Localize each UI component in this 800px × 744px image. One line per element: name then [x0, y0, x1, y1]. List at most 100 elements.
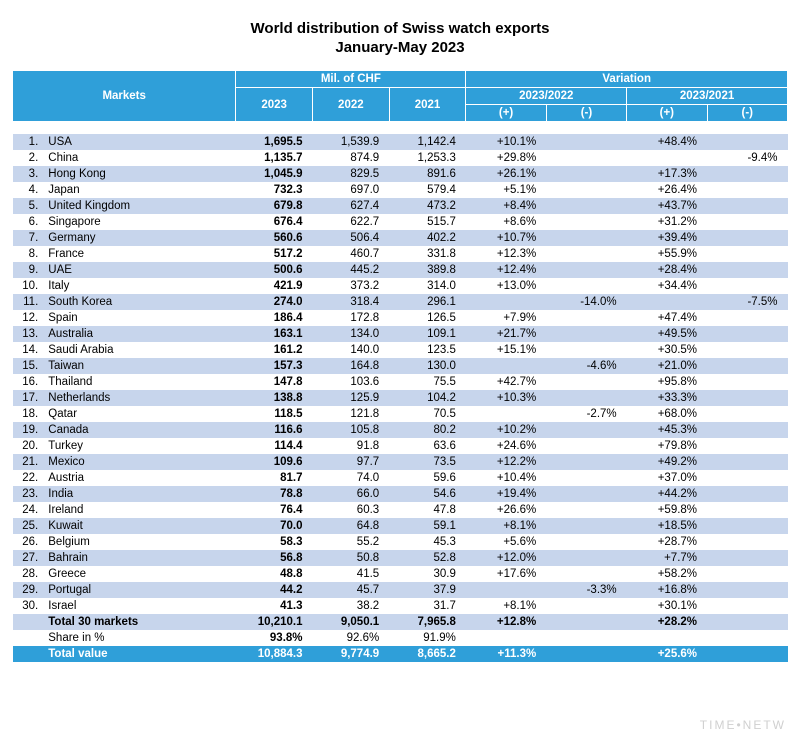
cell-v2022: 55.2: [313, 534, 390, 550]
cell-d21p: +44.2%: [627, 486, 707, 502]
cell-v2021: 30.9: [389, 566, 466, 582]
cell-market: Total 30 markets: [42, 614, 236, 630]
cell-v2021: 314.0: [389, 278, 466, 294]
cell-market: Mexico: [42, 454, 236, 470]
cell-market: Kuwait: [42, 518, 236, 534]
cell-market: Bahrain: [42, 550, 236, 566]
cell-v2023: 157.3: [236, 358, 313, 374]
cell-d22n: [546, 182, 626, 198]
table-row: 14.Saudi Arabia161.2140.0123.5+15.1%+30.…: [13, 342, 788, 358]
cell-d22n: [546, 486, 626, 502]
cell-d22p: +10.1%: [466, 134, 546, 150]
cell-v2021: 59.1: [389, 518, 466, 534]
cell-d22p: +12.8%: [466, 614, 546, 630]
cell-d22p: +7.9%: [466, 310, 546, 326]
cell-rank: 21.: [13, 454, 43, 470]
cell-rank: 22.: [13, 470, 43, 486]
cell-v2022: 134.0: [313, 326, 390, 342]
cell-rank: 10.: [13, 278, 43, 294]
cell-d21n: [707, 518, 787, 534]
cell-v2023: 274.0: [236, 294, 313, 310]
hdr-milchf: Mil. of CHF: [236, 71, 466, 88]
cell-v2022: 121.8: [313, 406, 390, 422]
cell-market: Canada: [42, 422, 236, 438]
cell-v2021: 331.8: [389, 246, 466, 262]
cell-rank: 15.: [13, 358, 43, 374]
table-row: 22.Austria81.774.059.6+10.4%+37.0%: [13, 470, 788, 486]
cell-d21p: [627, 630, 707, 646]
cell-d21p: +49.2%: [627, 454, 707, 470]
cell-d22p: +10.7%: [466, 230, 546, 246]
table-row: Share in %93.8%92.6%91.9%: [13, 630, 788, 646]
cell-d21p: +28.2%: [627, 614, 707, 630]
cell-rank: 20.: [13, 438, 43, 454]
cell-d22n: [546, 534, 626, 550]
cell-d22n: [546, 438, 626, 454]
cell-d21p: +28.4%: [627, 262, 707, 278]
cell-d21p: [627, 294, 707, 310]
cell-v2021: 70.5: [389, 406, 466, 422]
cell-v2023: 10,884.3: [236, 646, 313, 662]
cell-d21n: [707, 614, 787, 630]
hdr-2021: 2021: [389, 88, 466, 122]
cell-v2021: 59.6: [389, 470, 466, 486]
cell-market: Share in %: [42, 630, 236, 646]
cell-v2023: 76.4: [236, 502, 313, 518]
table-row: 7.Germany560.6506.4402.2+10.7%+39.4%: [13, 230, 788, 246]
cell-v2022: 97.7: [313, 454, 390, 470]
cell-v2023: 118.5: [236, 406, 313, 422]
cell-v2023: 138.8: [236, 390, 313, 406]
cell-d21n: [707, 390, 787, 406]
cell-d21p: +58.2%: [627, 566, 707, 582]
cell-d21n: [707, 166, 787, 182]
table-row: 30.Israel41.338.231.7+8.1%+30.1%: [13, 598, 788, 614]
table-row: 6.Singapore676.4622.7515.7+8.6%+31.2%: [13, 214, 788, 230]
cell-d21n: [707, 182, 787, 198]
cell-v2022: 9,050.1: [313, 614, 390, 630]
cell-d21n: [707, 486, 787, 502]
table-row: 27.Bahrain56.850.852.8+12.0%+7.7%: [13, 550, 788, 566]
cell-rank: 23.: [13, 486, 43, 502]
cell-market: Austria: [42, 470, 236, 486]
cell-d22n: [546, 374, 626, 390]
cell-d22p: +8.6%: [466, 214, 546, 230]
cell-d22p: [466, 294, 546, 310]
cell-d21p: +95.8%: [627, 374, 707, 390]
cell-d21p: +37.0%: [627, 470, 707, 486]
cell-v2021: 515.7: [389, 214, 466, 230]
cell-v2022: 64.8: [313, 518, 390, 534]
cell-v2021: 109.1: [389, 326, 466, 342]
cell-rank: 27.: [13, 550, 43, 566]
cell-d22n: [546, 262, 626, 278]
cell-d21p: [627, 150, 707, 166]
cell-d22n: [546, 134, 626, 150]
cell-v2022: 38.2: [313, 598, 390, 614]
cell-v2023: 10,210.1: [236, 614, 313, 630]
cell-v2021: 473.2: [389, 198, 466, 214]
cell-v2021: 37.9: [389, 582, 466, 598]
cell-v2023: 70.0: [236, 518, 313, 534]
cell-market: Netherlands: [42, 390, 236, 406]
cell-d22p: [466, 358, 546, 374]
cell-d21p: +25.6%: [627, 646, 707, 662]
cell-d21p: +43.7%: [627, 198, 707, 214]
cell-v2023: 116.6: [236, 422, 313, 438]
cell-d21n: [707, 550, 787, 566]
cell-d22n: [546, 390, 626, 406]
cell-d22p: [466, 406, 546, 422]
cell-d22n: [546, 598, 626, 614]
page-title: World distribution of Swiss watch export…: [12, 20, 788, 37]
cell-d22n: -3.3%: [546, 582, 626, 598]
cell-d22p: +8.1%: [466, 518, 546, 534]
cell-d21p: +55.9%: [627, 246, 707, 262]
cell-d21p: +31.2%: [627, 214, 707, 230]
cell-d22p: +10.3%: [466, 390, 546, 406]
cell-v2021: 45.3: [389, 534, 466, 550]
cell-v2021: 54.6: [389, 486, 466, 502]
cell-rank: 24.: [13, 502, 43, 518]
table-row: 21.Mexico109.697.773.5+12.2%+49.2%: [13, 454, 788, 470]
cell-d21n: [707, 422, 787, 438]
cell-d22p: +8.1%: [466, 598, 546, 614]
cell-v2021: 1,142.4: [389, 134, 466, 150]
cell-rank: 17.: [13, 390, 43, 406]
